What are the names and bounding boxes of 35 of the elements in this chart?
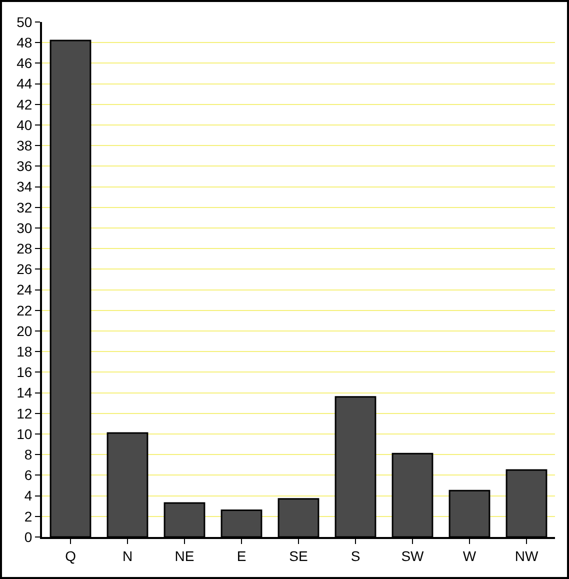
y-tick-label: 8 <box>24 446 32 462</box>
y-tick-label: 28 <box>16 240 32 256</box>
x-tick-label: S <box>350 548 360 564</box>
y-tick-label: 6 <box>24 467 32 484</box>
y-tick-label: 50 <box>16 14 32 30</box>
x-tick-label: Q <box>65 548 76 564</box>
y-tick-label: 34 <box>16 178 32 195</box>
y-tick-label: 48 <box>16 34 32 50</box>
x-tick-label: SW <box>401 548 425 564</box>
y-tick-label: 40 <box>16 116 32 133</box>
y-tick-label: 26 <box>16 261 32 278</box>
x-tick-label: N <box>122 548 133 564</box>
y-tick-label: 0 <box>24 528 32 545</box>
y-tick-label: 32 <box>16 199 32 216</box>
y-tick-label: 22 <box>16 302 32 318</box>
x-tick-label: NE <box>174 548 194 564</box>
y-tick-label: 38 <box>16 138 32 154</box>
y-tick-label: 36 <box>16 158 32 174</box>
y-tick-label: 18 <box>16 344 32 360</box>
y-tick-label: 42 <box>16 96 32 112</box>
y-tick-label: 20 <box>16 322 32 339</box>
y-tick-label: 46 <box>16 55 32 72</box>
x-tick-label: E <box>236 548 246 564</box>
y-tick-label: 30 <box>16 220 32 236</box>
x-tick-label: NW <box>514 548 539 564</box>
x-tick-label: SE <box>289 548 308 564</box>
y-tick-label: 14 <box>16 384 32 401</box>
y-tick-label: 4 <box>24 488 32 504</box>
y-tick-label: 12 <box>16 405 32 422</box>
y-tick-label: 10 <box>16 426 32 442</box>
x-tick-label: W <box>462 548 477 564</box>
y-tick-label: 24 <box>16 282 32 298</box>
y-tick-label: 2 <box>24 508 32 524</box>
y-tick-label: 16 <box>16 364 32 380</box>
y-tick-label: 44 <box>16 76 32 92</box>
